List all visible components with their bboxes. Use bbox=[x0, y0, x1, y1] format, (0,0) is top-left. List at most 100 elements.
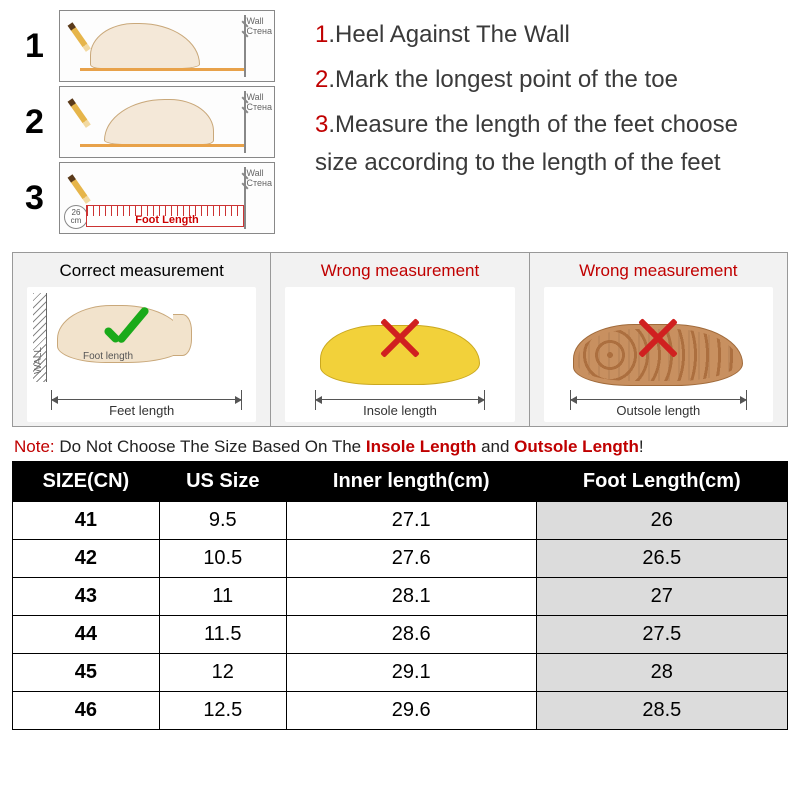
diagram-box-3: 26 cm Foot Length Wall Стена bbox=[59, 162, 275, 234]
table-cell: 26 bbox=[536, 502, 787, 540]
pencil-icon bbox=[68, 22, 91, 52]
foot-length-inner-label: Foot length bbox=[83, 351, 133, 362]
note-em-insole: Insole Length bbox=[366, 437, 477, 456]
cm-badge: 26 cm bbox=[64, 205, 88, 229]
table-cell: 45 bbox=[13, 654, 160, 692]
instruction-number: 2 bbox=[315, 66, 328, 93]
note-line: Note: Do Not Choose The Size Based On Th… bbox=[14, 437, 786, 457]
wall-label-en: Wall bbox=[246, 92, 263, 102]
note-label: Note: bbox=[14, 437, 55, 456]
instruction-number: 1 bbox=[315, 21, 328, 48]
note-text-post: ! bbox=[639, 437, 644, 456]
wrong-measurement-outsole: Wrong measurement Outsole length bbox=[529, 253, 787, 426]
table-cell: 29.6 bbox=[286, 692, 536, 730]
dimension-label: Outsole length bbox=[544, 403, 773, 418]
table-row: 4411.528.627.5 bbox=[13, 616, 788, 654]
table-cell: 28.1 bbox=[286, 578, 536, 616]
table-cell: 41 bbox=[13, 502, 160, 540]
wall-label-ru: Стена bbox=[246, 102, 272, 112]
check-icon bbox=[97, 307, 157, 357]
top-section: 1 Wall Стена 2 Wall bbox=[0, 0, 800, 244]
arrow-icon bbox=[570, 399, 747, 400]
table-row: 4612.529.628.5 bbox=[13, 692, 788, 730]
table-cell: 12 bbox=[159, 654, 286, 692]
correct-title: Correct measurement bbox=[59, 261, 223, 281]
wall-label: Wall Стена bbox=[246, 169, 272, 189]
table-cell: 11 bbox=[159, 578, 286, 616]
table-cell: 28.6 bbox=[286, 616, 536, 654]
wrong-title: Wrong measurement bbox=[321, 261, 479, 281]
table-cell: 27.1 bbox=[286, 502, 536, 540]
table-cell: 46 bbox=[13, 692, 160, 730]
wall-label-en: Wall bbox=[246, 168, 263, 178]
arrow-icon bbox=[315, 399, 484, 400]
wall-label-en: Wall bbox=[246, 16, 263, 26]
diagram-step-1: 1 Wall Стена bbox=[25, 10, 275, 82]
diagram-number: 2 bbox=[25, 103, 55, 142]
table-row: 419.527.126 bbox=[13, 502, 788, 540]
foot-icon bbox=[104, 99, 214, 145]
diagram-number: 1 bbox=[25, 27, 55, 66]
correct-graphic: WALL Foot length Feet length bbox=[27, 287, 256, 422]
table-cell: 42 bbox=[13, 540, 160, 578]
wall-label: Wall Стена bbox=[246, 17, 272, 37]
size-table: SIZE(CN) US Size Inner length(cm) Foot L… bbox=[12, 461, 788, 730]
table-row: 4210.527.626.5 bbox=[13, 540, 788, 578]
table-cell: 27.6 bbox=[286, 540, 536, 578]
wall-label: WALL bbox=[33, 347, 44, 374]
wall-label-ru: Стена bbox=[246, 178, 272, 188]
instruction-text: Mark the longest point of the toe bbox=[335, 66, 678, 93]
table-cell: 12.5 bbox=[159, 692, 286, 730]
arrow-icon bbox=[51, 399, 242, 400]
size-table-body: 419.527.1264210.527.626.5431128.1274411.… bbox=[13, 502, 788, 730]
table-cell: 28.5 bbox=[536, 692, 787, 730]
table-cell: 26.5 bbox=[536, 540, 787, 578]
step-diagrams: 1 Wall Стена 2 Wall bbox=[25, 10, 275, 234]
instruction-1: 1.Heel Against The Wall bbox=[315, 16, 785, 53]
table-cell: 9.5 bbox=[159, 502, 286, 540]
instruction-number: 3 bbox=[315, 111, 328, 138]
col-inner-length: Inner length(cm) bbox=[286, 462, 536, 502]
foot-length-label: Foot Length bbox=[135, 214, 199, 226]
table-cell: 10.5 bbox=[159, 540, 286, 578]
table-row: 451229.128 bbox=[13, 654, 788, 692]
table-cell: 27 bbox=[536, 578, 787, 616]
correct-measurement: Correct measurement WALL Foot length Fee… bbox=[13, 253, 270, 426]
wrong-measurement-insole: Wrong measurement Insole length bbox=[270, 253, 528, 426]
table-cell: 29.1 bbox=[286, 654, 536, 692]
col-us-size: US Size bbox=[159, 462, 286, 502]
diagram-step-3: 3 26 cm Foot Length Wall Стена bbox=[25, 162, 275, 234]
col-size-cn: SIZE(CN) bbox=[13, 462, 160, 502]
instruction-2: 2.Mark the longest point of the toe bbox=[315, 61, 785, 98]
x-icon bbox=[375, 313, 425, 363]
instruction-text: Measure the length of the feet choose si… bbox=[315, 111, 738, 175]
table-cell: 44 bbox=[13, 616, 160, 654]
diagram-box-1: Wall Стена bbox=[59, 10, 275, 82]
wrong-title: Wrong measurement bbox=[579, 261, 737, 281]
wrong-graphic-outsole: Outsole length bbox=[544, 287, 773, 422]
wrong-graphic-insole: Insole length bbox=[285, 287, 514, 422]
wall-label: Wall Стена bbox=[246, 93, 272, 113]
dimension-label: Feet length bbox=[27, 403, 256, 418]
table-header-row: SIZE(CN) US Size Inner length(cm) Foot L… bbox=[13, 462, 788, 502]
baseline-icon bbox=[80, 144, 246, 147]
note-text-mid: and bbox=[476, 437, 514, 456]
table-row: 431128.127 bbox=[13, 578, 788, 616]
diagram-box-2: Wall Стена bbox=[59, 86, 275, 158]
diagram-step-2: 2 Wall Стена bbox=[25, 86, 275, 158]
foot-icon bbox=[90, 23, 200, 69]
measurement-comparison: Correct measurement WALL Foot length Fee… bbox=[12, 252, 788, 427]
baseline-icon bbox=[80, 68, 246, 71]
diagram-number: 3 bbox=[25, 179, 55, 218]
table-cell: 28 bbox=[536, 654, 787, 692]
table-cell: 11.5 bbox=[159, 616, 286, 654]
note-em-outsole: Outsole Length bbox=[514, 437, 639, 456]
pencil-icon bbox=[68, 174, 91, 204]
x-icon bbox=[633, 313, 683, 363]
cm-unit: cm bbox=[71, 217, 82, 225]
col-foot-length: Foot Length(cm) bbox=[536, 462, 787, 502]
table-cell: 27.5 bbox=[536, 616, 787, 654]
note-text-pre: Do Not Choose The Size Based On The bbox=[55, 437, 366, 456]
size-table-head: SIZE(CN) US Size Inner length(cm) Foot L… bbox=[13, 462, 788, 502]
pencil-icon bbox=[68, 98, 91, 128]
